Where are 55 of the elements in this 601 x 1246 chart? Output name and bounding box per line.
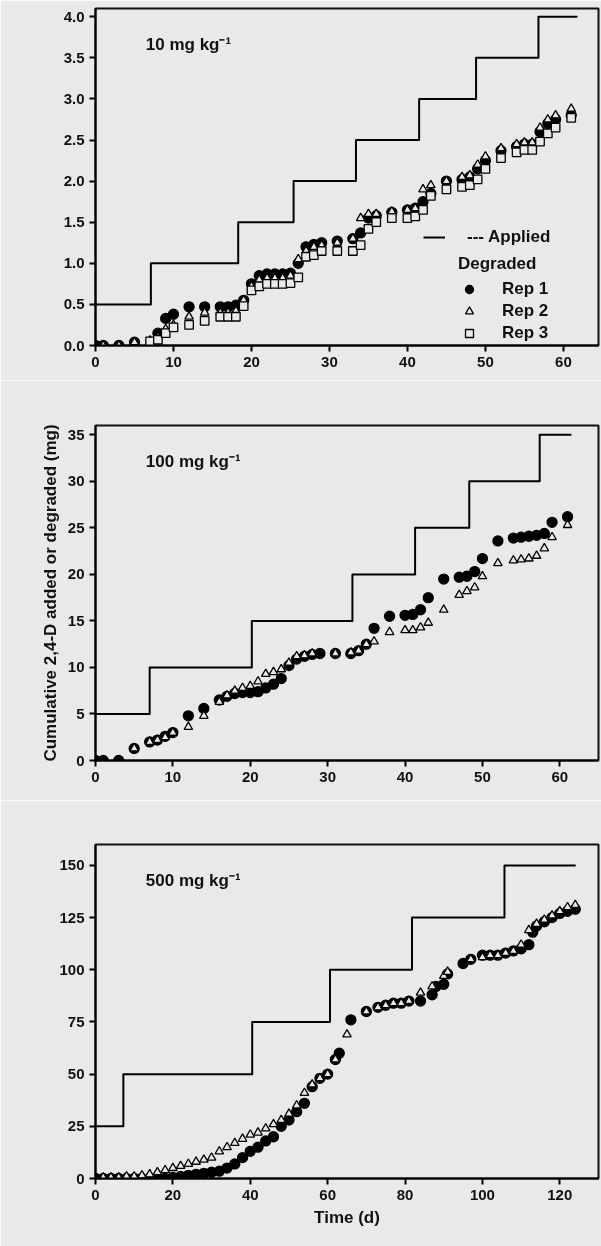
y-tick-label: 2.0 [63,172,85,190]
y-tick-label: 1.0 [63,254,85,272]
y-tick-label: 2.5 [63,131,85,149]
x-tick-label: 20 [164,1185,182,1203]
x-tick-label: 40 [396,767,414,785]
x-tick-label: 60 [319,1185,336,1203]
x-tick-label: 20 [241,767,259,785]
y-tick-label: 25 [67,518,85,536]
legend-label: Rep 2 [502,301,549,321]
x-tick-label: 10 [165,352,182,370]
y-tick-label: 75 [67,1012,85,1030]
y-tick-label: 10 [67,658,85,676]
x-tick-label: 0 [91,1185,100,1203]
y-tick-label: 25 [67,1117,85,1135]
y-tick-label: 125 [59,908,85,926]
y-tick-label: 100 [59,960,85,978]
y-tick-label: 3.0 [63,89,85,107]
y-tick-label: 4.0 [63,7,85,25]
x-tick-label: 20 [243,352,260,370]
y-tick-label: 0.5 [63,295,85,313]
x-tick-label: 10 [164,767,182,785]
y-tick-label: 0.0 [63,336,85,354]
legend-title: Degraded [458,254,538,274]
y-tick-label: 20 [67,565,85,583]
y-tick-label: 3.5 [63,48,85,66]
x-tick-label: 30 [321,352,338,370]
x-tick-label: 60 [555,352,572,370]
y-tick-label: 0 [76,751,85,769]
y-tick-label: 15 [67,611,85,629]
x-tick-label: 40 [399,352,416,370]
x-tick-label: 50 [474,767,491,785]
text: 500 mg kg⁻¹ [145,871,241,891]
x-tick-label: 0 [91,352,100,370]
text: 100 mg kg⁻¹ [145,452,241,472]
text: 10 mg kg⁻¹ [145,35,232,55]
x-axis-title: Time (d) [314,1207,380,1227]
x-tick-label: 60 [551,767,569,785]
y-tick-label: 0 [76,1169,85,1187]
x-tick-label: 40 [241,1185,259,1203]
y-tick-label: 35 [67,425,85,443]
y-axis-title: Cumulative 2,4-D added or degraded (mg) [40,424,60,762]
x-tick-label: 30 [319,767,336,785]
x-tick-label: 80 [396,1185,414,1203]
y-tick-label: 1.5 [63,213,85,231]
y-tick-label: 30 [67,472,85,490]
legend-label: --- Applied [467,227,551,247]
x-tick-label: 0 [91,767,100,785]
y-tick-label: 150 [59,856,85,874]
x-tick-label: 120 [547,1185,573,1203]
x-tick-label: 50 [477,352,494,370]
x-tick-label: 100 [469,1185,495,1203]
legend-label: Rep 1 [502,279,549,299]
y-tick-label: 50 [67,1065,85,1083]
y-tick-label: 5 [76,704,85,722]
legend-label: Rep 3 [502,323,549,343]
